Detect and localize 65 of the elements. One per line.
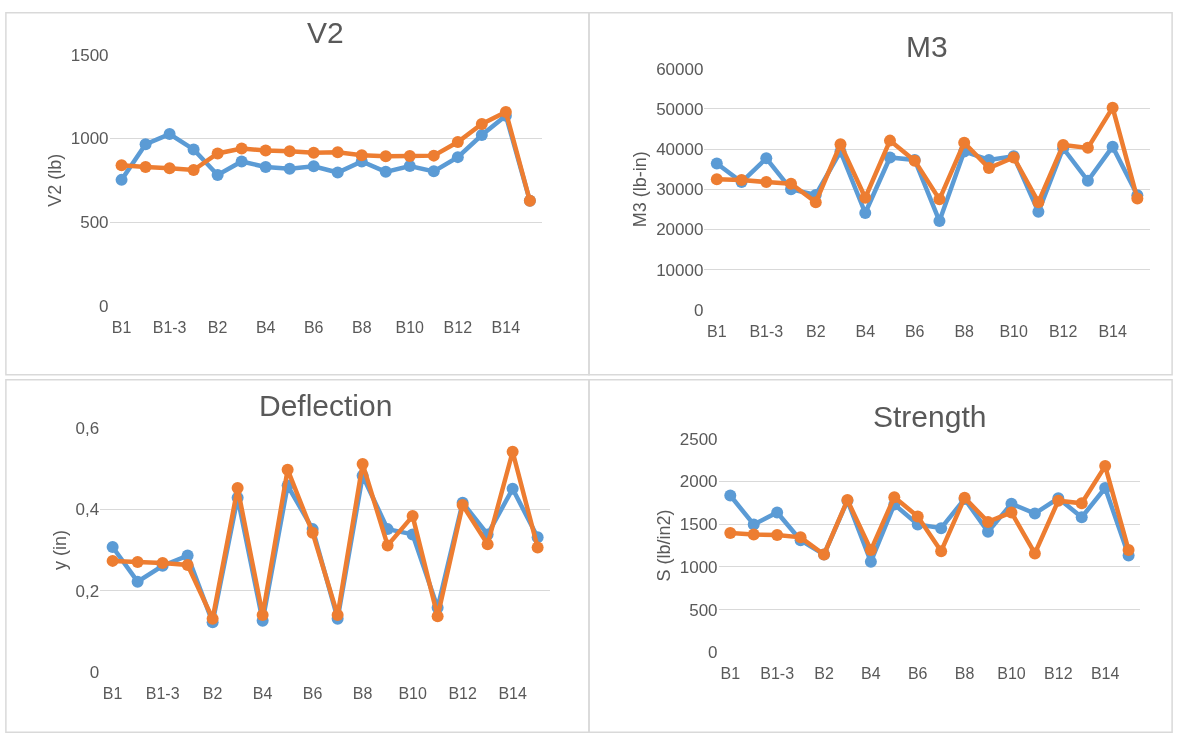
x-tick-label: B10 bbox=[395, 318, 425, 336]
y-tick-label: 1500 bbox=[679, 515, 718, 535]
chart-title: Deflection bbox=[259, 389, 393, 422]
x-tick-label: B6 bbox=[904, 322, 925, 340]
x-tick-label: B1-3 bbox=[760, 665, 795, 683]
x-tick-label: B2 bbox=[805, 322, 826, 340]
chart-title: Strength bbox=[873, 400, 987, 433]
y-axis-title: S (lb/in2) bbox=[653, 509, 674, 582]
x-tick-label: B14 bbox=[491, 318, 521, 336]
x-tick-label: B1-3 bbox=[749, 322, 784, 340]
chart-title: M3 bbox=[906, 30, 948, 63]
y-axis-title: V2 (lb) bbox=[44, 153, 65, 207]
y-tick-label: 0 bbox=[99, 296, 109, 316]
x-tick-label: B2 bbox=[814, 665, 834, 683]
x-tick-label: B1-3 bbox=[145, 685, 180, 703]
y-tick-label: 0,6 bbox=[75, 418, 100, 438]
x-tick-label: B12 bbox=[443, 318, 473, 336]
x-tick-label: B4 bbox=[855, 322, 876, 340]
x-tick-label: B10 bbox=[997, 665, 1026, 683]
x-tick-label: B12 bbox=[1044, 665, 1073, 683]
y-tick-label: 0 bbox=[693, 300, 704, 320]
x-tick-label: B8 bbox=[352, 685, 373, 703]
x-tick-label: B1-3 bbox=[152, 318, 187, 336]
y-tick-label: 40000 bbox=[656, 140, 704, 160]
x-tick-label: B1 bbox=[102, 685, 123, 703]
y-tick-label: 10000 bbox=[656, 260, 704, 280]
x-tick-label: B14 bbox=[1098, 322, 1127, 340]
x-tick-label: B10 bbox=[999, 322, 1029, 340]
x-tick-label: B10 bbox=[398, 685, 427, 703]
x-tick-label: B14 bbox=[1090, 665, 1120, 683]
y-tick-label: 2000 bbox=[679, 472, 718, 492]
y-axis-title: y (in) bbox=[49, 529, 70, 570]
y-tick-label: 60000 bbox=[656, 59, 704, 79]
x-tick-label: B14 bbox=[498, 685, 527, 703]
y-tick-label: 50000 bbox=[656, 99, 704, 119]
y-tick-label: 1000 bbox=[679, 557, 718, 577]
y-tick-label: 30000 bbox=[656, 180, 704, 200]
x-tick-label: B4 bbox=[252, 685, 273, 703]
y-tick-label: 0,4 bbox=[75, 500, 100, 520]
x-tick-label: B4 bbox=[861, 665, 881, 683]
y-tick-label: 20000 bbox=[656, 220, 704, 240]
x-tick-label: B12 bbox=[1048, 322, 1078, 340]
y-tick-label: 0,2 bbox=[75, 581, 100, 601]
x-tick-label: B2 bbox=[202, 685, 223, 703]
y-tick-label: 1000 bbox=[70, 129, 109, 149]
x-tick-label: B12 bbox=[448, 685, 477, 703]
x-tick-label: B8 bbox=[954, 665, 975, 683]
x-tick-label: B4 bbox=[255, 318, 276, 336]
y-tick-label: 0 bbox=[89, 662, 100, 682]
y-tick-label: 0 bbox=[708, 643, 718, 663]
x-tick-label: B6 bbox=[302, 685, 323, 703]
x-tick-label: B8 bbox=[954, 322, 975, 340]
y-tick-label: 500 bbox=[689, 600, 718, 620]
x-tick-label: B6 bbox=[303, 318, 324, 336]
y-tick-label: 1500 bbox=[70, 45, 109, 65]
y-tick-label: 500 bbox=[80, 212, 109, 232]
x-tick-label: B1 bbox=[707, 322, 727, 340]
x-tick-label: B1 bbox=[720, 665, 741, 683]
chart-title: V2 bbox=[307, 16, 344, 49]
x-tick-label: B1 bbox=[111, 318, 132, 336]
y-tick-label: 2500 bbox=[679, 429, 718, 449]
y-axis-title: M3 (lb-in) bbox=[630, 151, 651, 228]
x-tick-label: B8 bbox=[351, 318, 372, 336]
x-tick-label: B2 bbox=[207, 318, 228, 336]
x-tick-label: B6 bbox=[907, 665, 928, 683]
